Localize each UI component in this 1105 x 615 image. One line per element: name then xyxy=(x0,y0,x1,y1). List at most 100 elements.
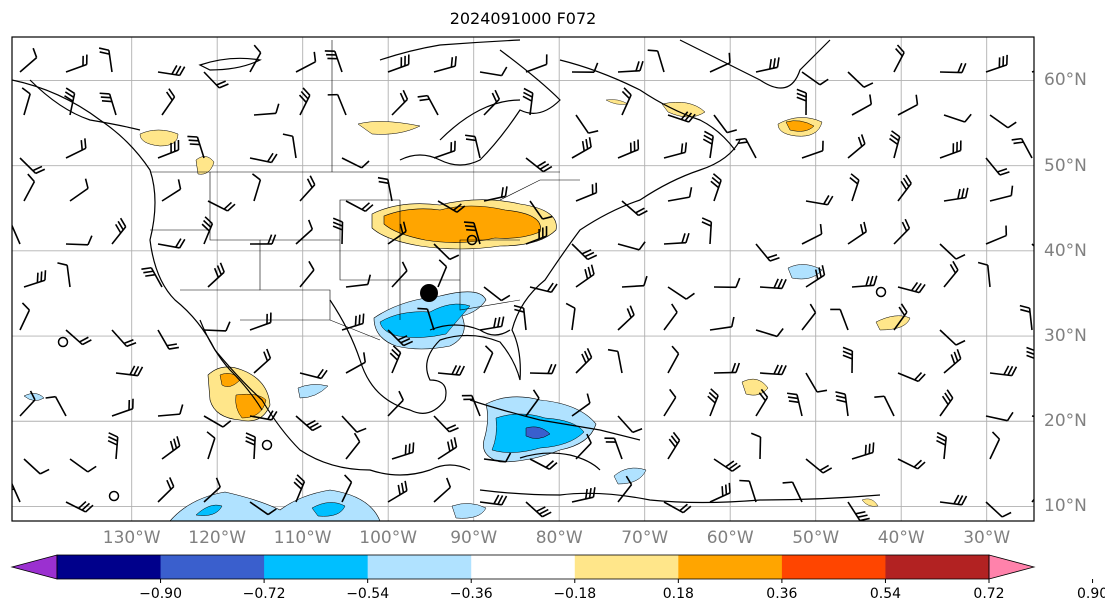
wind-barb xyxy=(617,305,635,331)
wind-barb xyxy=(621,200,648,217)
wind-barb xyxy=(57,262,71,288)
colorbar-tick-label: −0.90 xyxy=(139,586,182,602)
colorbar-tick-label: 0.36 xyxy=(766,586,798,602)
wind-barb xyxy=(571,393,591,417)
longitude-label: 40°W xyxy=(877,528,925,548)
wind-barb xyxy=(575,433,592,460)
map-title: 2024091000 F072 xyxy=(449,9,597,28)
wind-barb xyxy=(203,415,232,428)
wind-barb xyxy=(575,182,598,202)
wind-barb xyxy=(943,113,972,123)
wind-barb xyxy=(249,234,277,245)
wind-barb xyxy=(989,114,1017,129)
wind-barb xyxy=(667,431,681,460)
wind-barb xyxy=(571,243,598,261)
longitude-label: 30°W xyxy=(963,528,1011,548)
wind-barb xyxy=(377,176,393,202)
wind-barb xyxy=(830,308,849,331)
wind-barb xyxy=(755,243,780,262)
wind-barb xyxy=(796,88,807,116)
latitude-label: 40°N xyxy=(1044,240,1087,261)
wind-barb xyxy=(893,44,905,73)
wind-barb xyxy=(45,395,67,417)
longitude-label: 90°W xyxy=(450,528,498,548)
wind-barb xyxy=(663,232,690,245)
wind-barb xyxy=(667,286,695,300)
wind-barb xyxy=(299,260,315,288)
wind-barb xyxy=(483,286,511,302)
wind-barb xyxy=(461,394,481,417)
wind-barb xyxy=(713,362,741,374)
wind-barb xyxy=(464,134,481,159)
wind-barb xyxy=(69,178,89,202)
wind-barb xyxy=(65,54,88,73)
colorbar-tick-label: 0.72 xyxy=(973,586,1005,602)
wind-barb xyxy=(977,261,991,288)
wind-barb xyxy=(755,57,780,73)
wind-barb xyxy=(529,200,553,220)
wind-barb xyxy=(391,442,415,460)
wind-barb xyxy=(1036,271,1058,287)
wind-barb xyxy=(851,442,875,460)
colorbar-tick-label: −0.18 xyxy=(553,586,597,602)
colorbar-tick-label: −0.72 xyxy=(242,586,286,602)
wind-barb xyxy=(936,431,947,460)
wind-barb xyxy=(203,71,229,89)
longitude-label: 130°W xyxy=(102,528,161,548)
wind-barb xyxy=(253,348,272,374)
wind-barb xyxy=(161,88,176,116)
wind-barb xyxy=(851,94,873,116)
wind-barb xyxy=(782,481,803,503)
wind-barb xyxy=(529,458,558,470)
wind-barb xyxy=(985,225,1008,245)
wind-barb xyxy=(324,50,343,73)
wind-barb xyxy=(801,303,817,331)
wind-barb xyxy=(207,200,236,212)
wind-barb xyxy=(621,275,648,288)
wind-barb xyxy=(529,282,558,294)
wind-barb xyxy=(739,479,757,503)
wind-barb xyxy=(387,480,408,503)
wind-barb xyxy=(251,173,262,202)
wind-barb xyxy=(663,388,677,417)
wind-barb xyxy=(1036,453,1063,463)
wind-barb xyxy=(604,437,623,460)
wind-barb xyxy=(989,365,1018,377)
wind-barb xyxy=(874,395,895,417)
wind-barb xyxy=(709,482,731,503)
wind-barb xyxy=(786,392,803,417)
wind-barb xyxy=(525,157,553,173)
wind-barb xyxy=(805,372,828,393)
wind-barb xyxy=(621,87,632,116)
wind-barb xyxy=(293,474,306,503)
wind-barb xyxy=(249,44,262,73)
wind-barb xyxy=(295,415,322,432)
wind-barb xyxy=(571,487,596,503)
wind-barb xyxy=(701,217,713,245)
wind-barb xyxy=(437,259,448,288)
wind-barb xyxy=(161,436,181,460)
wind-barb xyxy=(65,500,94,513)
wind-barb xyxy=(295,219,314,245)
wind-barb xyxy=(249,152,278,164)
wind-barb xyxy=(943,349,962,374)
wind-barb xyxy=(985,411,1014,422)
wind-barb xyxy=(759,278,787,290)
wind-barb xyxy=(417,307,435,331)
wind-barb xyxy=(157,65,186,77)
wind-barb xyxy=(207,262,225,288)
wind-barb xyxy=(332,217,344,245)
wind-barb xyxy=(709,52,731,73)
wind-barb xyxy=(713,277,741,289)
wind-barb xyxy=(387,54,410,73)
map-border xyxy=(11,36,1035,522)
wind-barb xyxy=(847,501,870,521)
wind-barb xyxy=(417,94,439,116)
wind-barb xyxy=(617,60,644,73)
wind-barb xyxy=(433,140,456,159)
wind-barb xyxy=(842,346,854,374)
wind-barb xyxy=(897,372,926,383)
wind-barb xyxy=(847,134,866,159)
wind-barb xyxy=(483,89,501,116)
wind-barb xyxy=(750,432,762,460)
